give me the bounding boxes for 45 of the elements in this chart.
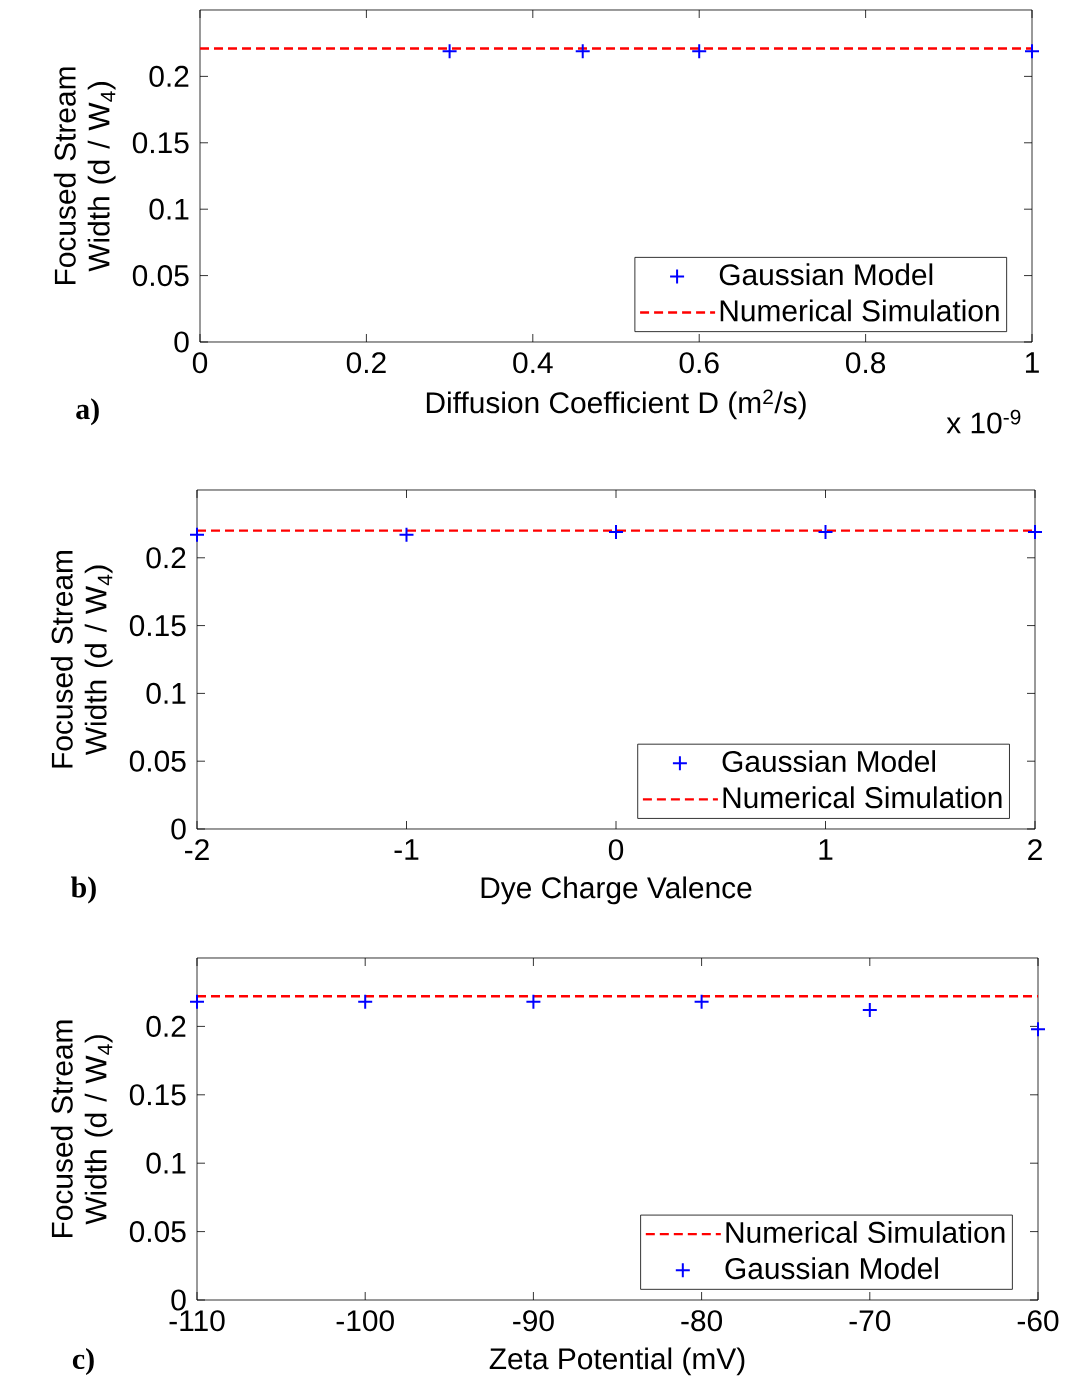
text: a)	[76, 398, 99, 426]
y-tick-label: 0.15	[129, 1084, 186, 1106]
x-tick-label: 0	[192, 352, 208, 374]
x-tick-label: 2	[1028, 839, 1042, 861]
y-tick-label: 0.05	[129, 1221, 186, 1243]
legend-label: Numerical Simulation	[723, 786, 1002, 809]
x-tick-label: 0.8	[846, 352, 886, 374]
x-tick-label: 0.4	[513, 352, 553, 374]
text: x 10$^{-9}$	[946, 409, 1021, 434]
y-tick-label: 0.2	[146, 1015, 186, 1037]
legend-label: Gaussian Model	[725, 1257, 938, 1280]
y-tick-label: 0.1	[149, 198, 189, 220]
y-tick-label: 0.2	[149, 65, 189, 87]
y-tick-label: 0.2	[146, 547, 186, 569]
y-tick-label: 0.05	[132, 265, 189, 287]
y-tick-label: 0	[171, 1289, 186, 1311]
legend-label: Numerical Simulation	[720, 299, 999, 322]
x-axis-title: Zeta Potential (mV)	[489, 1347, 745, 1376]
y-tick-label: 0.15	[129, 615, 186, 637]
x-tick-label: 1	[1025, 352, 1039, 373]
x-tick-label: -100	[336, 1310, 394, 1332]
y-tick-label: 0.1	[146, 682, 186, 704]
y-tick-label: 0.15	[132, 132, 189, 154]
legend-label: Numerical Simulation	[726, 1221, 1005, 1244]
text: b)	[70, 876, 96, 904]
x-tick-label: 0	[608, 839, 624, 861]
x-tick-label: -90	[513, 1310, 554, 1332]
y-tick-label: 0.05	[129, 750, 186, 772]
text: c)	[72, 1348, 94, 1376]
x-tick-label: -70	[849, 1310, 891, 1332]
y-tick-label: 0	[174, 331, 189, 353]
x-tick-label: -60	[1017, 1310, 1059, 1332]
x-tick-label: -110	[169, 1310, 225, 1332]
x-axis-title: Dye Charge Valence	[481, 876, 752, 905]
legend-label: Gaussian Model	[719, 263, 933, 286]
x-axis-title: Diffusion Coefficient D (m$^{2}$/s)	[426, 389, 806, 420]
x-tick-label: -2	[185, 839, 209, 861]
x-tick-label: -1	[394, 839, 419, 860]
x-tick-label: 1	[819, 839, 833, 860]
x-tick-label: 0.2	[346, 352, 386, 374]
x-tick-label: -80	[681, 1310, 723, 1332]
legend-label: Gaussian Model	[722, 750, 936, 773]
y-tick-label: 0.1	[146, 1152, 186, 1174]
x-tick-label: 0.6	[679, 352, 719, 374]
y-tick-label: 0	[171, 818, 186, 840]
